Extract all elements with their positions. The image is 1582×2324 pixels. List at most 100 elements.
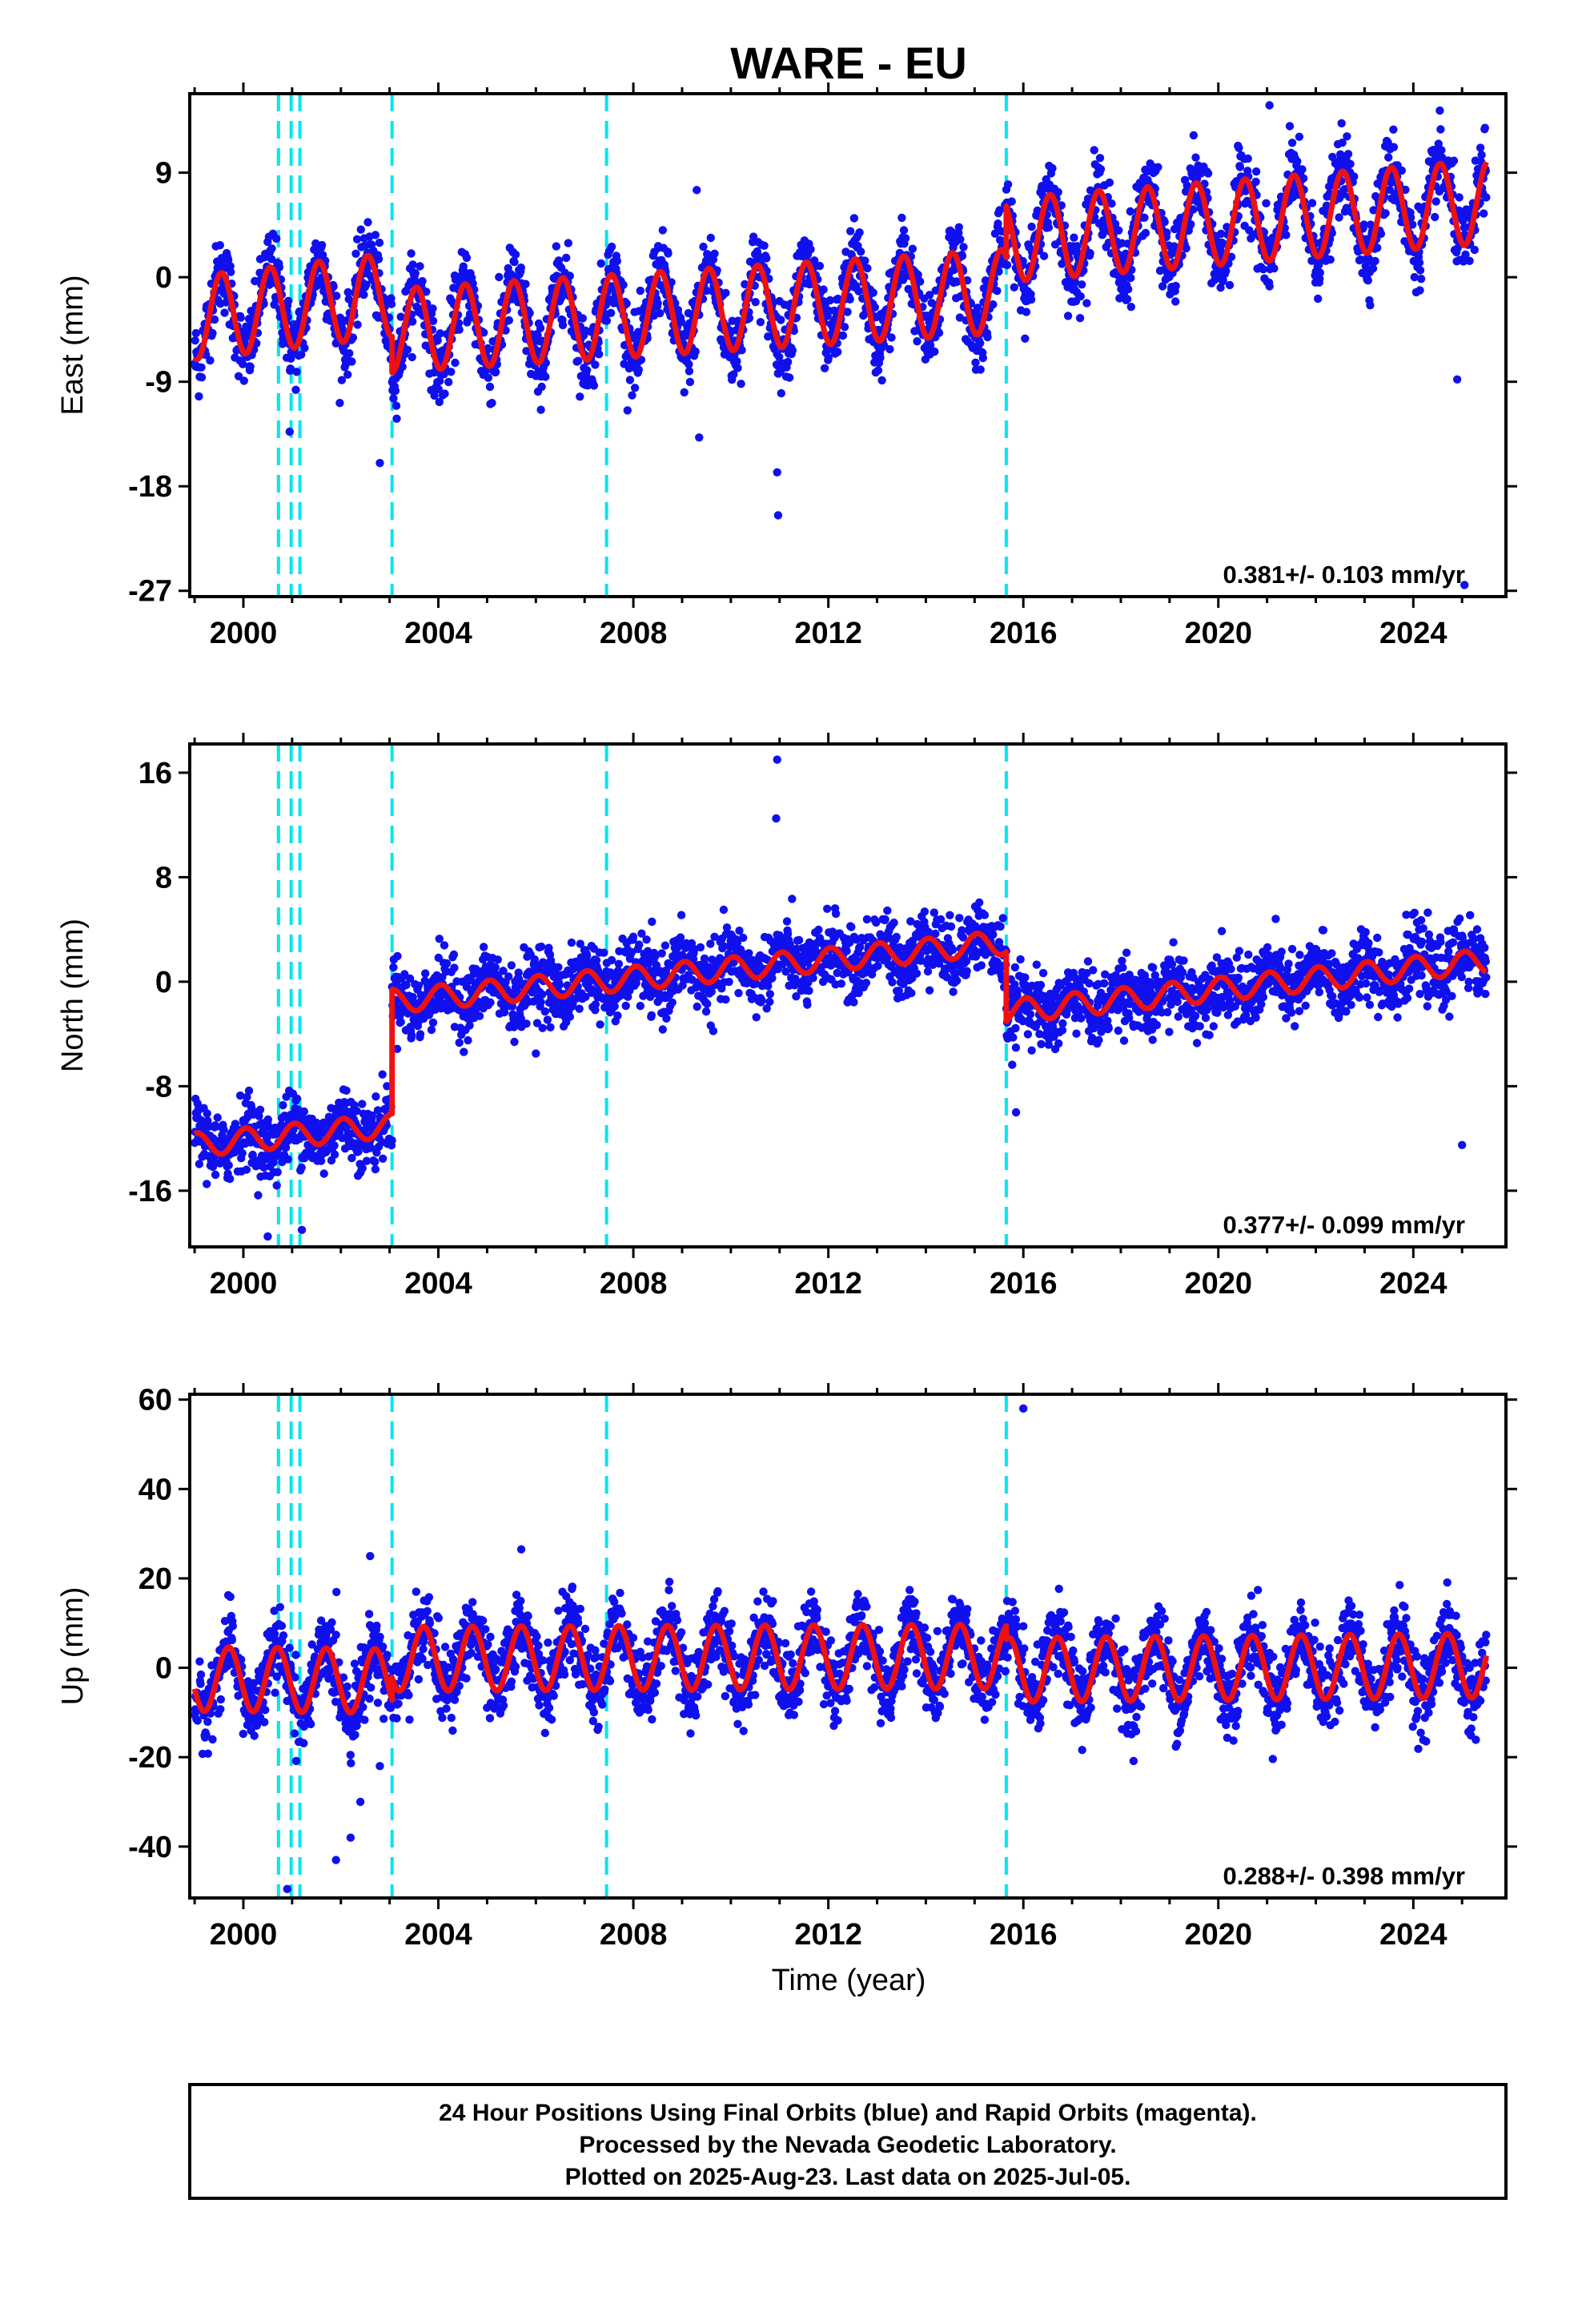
east-point — [297, 350, 306, 359]
east-point — [745, 314, 754, 323]
north-point — [299, 1107, 308, 1116]
north-point — [647, 1011, 656, 1020]
east-point — [1186, 219, 1195, 229]
north-point — [883, 906, 892, 915]
east-y-tick-label: -9 — [145, 366, 172, 400]
east-point — [1026, 295, 1036, 304]
east-point — [220, 308, 229, 317]
east-point — [1335, 213, 1343, 222]
east-point — [1361, 262, 1370, 271]
east-point — [1078, 280, 1086, 289]
east-point — [1002, 260, 1012, 270]
east-point — [788, 346, 797, 355]
east-point — [292, 368, 301, 376]
north-point — [591, 1000, 600, 1009]
east-point — [810, 256, 819, 265]
north-point — [831, 909, 841, 919]
east-point — [359, 290, 368, 300]
east-point — [1346, 159, 1355, 168]
east-point — [976, 365, 985, 374]
north-point — [510, 1037, 519, 1047]
east-point — [876, 353, 885, 362]
east-point — [756, 318, 765, 327]
east-x-tick-label: 2008 — [600, 617, 668, 650]
east-point — [387, 300, 396, 308]
east-point — [1376, 229, 1386, 239]
east-point — [1482, 193, 1491, 202]
north-point — [621, 1001, 630, 1011]
east-point — [1171, 297, 1180, 306]
east-point — [197, 373, 207, 382]
north-point — [892, 932, 901, 942]
east-point — [983, 332, 992, 342]
north-point — [450, 963, 459, 972]
east-point — [552, 242, 560, 251]
east-point — [337, 376, 347, 384]
east-point — [396, 312, 405, 321]
east-point — [1265, 282, 1274, 291]
east-point — [1105, 178, 1114, 187]
east-point — [1410, 272, 1419, 282]
east-outlier-point — [1452, 375, 1462, 384]
east-point — [1384, 153, 1393, 162]
east-point — [195, 392, 203, 401]
east-point — [1465, 256, 1474, 265]
east-point — [191, 328, 200, 338]
east-point — [994, 267, 1003, 276]
east-point — [1287, 139, 1297, 147]
east-point — [908, 244, 917, 253]
east-point — [511, 250, 520, 259]
east-point — [825, 296, 835, 305]
east-point — [447, 368, 456, 376]
east-point — [1299, 174, 1308, 183]
east-point — [1003, 180, 1013, 189]
east-point — [685, 360, 693, 369]
east-y-tick-label: 0 — [155, 261, 172, 295]
north-point — [203, 1180, 211, 1188]
north-point — [565, 1012, 574, 1021]
east-point — [1326, 255, 1335, 264]
east-point — [873, 366, 883, 375]
north-point — [648, 917, 656, 927]
east-point — [440, 370, 448, 379]
east-point — [1328, 152, 1337, 162]
east-point — [345, 349, 354, 358]
east-point — [428, 316, 438, 325]
north-point — [700, 954, 709, 963]
north-point — [823, 904, 832, 914]
north-point — [330, 1141, 339, 1150]
north-point — [703, 999, 712, 1008]
north-point — [847, 923, 856, 931]
north-point — [536, 998, 545, 1007]
east-point — [956, 235, 965, 244]
east-point — [1437, 146, 1446, 155]
east-point — [1415, 286, 1424, 295]
east-point — [1401, 185, 1410, 195]
north-point — [662, 1014, 671, 1023]
east-point — [408, 260, 417, 269]
east-point — [1107, 199, 1116, 208]
east-point — [286, 364, 295, 373]
east-point — [1007, 197, 1016, 206]
east-point — [777, 316, 785, 324]
north-point — [440, 941, 449, 950]
east-point — [846, 227, 855, 235]
north-point — [668, 998, 677, 1007]
north-point — [768, 974, 777, 983]
east-point — [574, 356, 583, 365]
east-point — [246, 362, 255, 371]
east-point — [1162, 228, 1171, 237]
east-point — [1431, 212, 1439, 222]
east-point — [607, 242, 616, 251]
east-point — [897, 213, 906, 223]
east-point — [1126, 303, 1136, 312]
east-point — [352, 235, 362, 243]
east-point — [335, 399, 344, 408]
east-point — [926, 340, 935, 350]
east-point — [1182, 243, 1191, 253]
east-point — [710, 249, 719, 258]
east-point — [398, 362, 407, 372]
north-point — [224, 1160, 233, 1170]
east-point — [351, 249, 360, 258]
north-point — [507, 961, 516, 970]
